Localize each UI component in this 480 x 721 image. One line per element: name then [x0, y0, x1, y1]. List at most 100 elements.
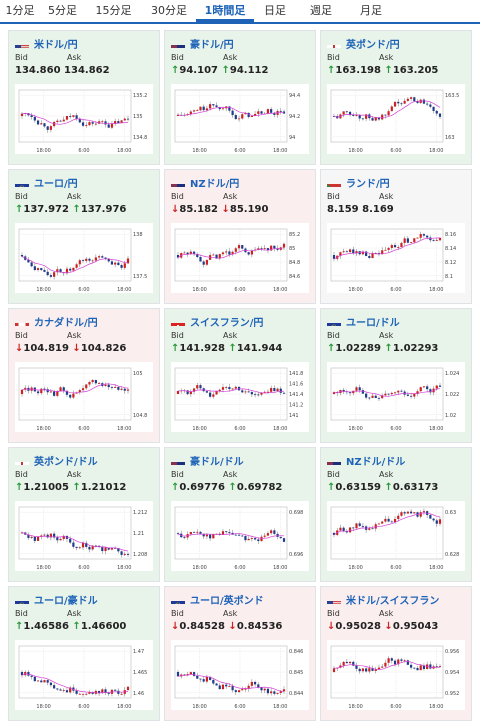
flag-icon: [327, 456, 341, 465]
candle-body: [228, 251, 231, 255]
candle-body: [393, 392, 397, 394]
rate-card[interactable]: NZドル/ドル Bid Ask ↑0.63159 ↑0.63173 18:00 6:00 1…: [320, 447, 472, 582]
tab-3[interactable]: 30分足: [151, 4, 187, 17]
candle-body: [81, 260, 85, 262]
rate-card[interactable]: ユーロ/ドル Bid Ask ↑1.02289 ↑1.02293 18:00 6:00 18…: [320, 308, 472, 443]
quote-values: 134.860 134.862: [15, 65, 110, 76]
hourly-candlestick-chart[interactable]: 18:00 6:00 18:00 105 104.8: [15, 362, 153, 432]
currency-pair-link[interactable]: NZドル/ドル: [346, 456, 406, 468]
hourly-candlestick-chart[interactable]: 18:00 6:00 18:00 138 137.5: [15, 223, 153, 293]
candle-body: [221, 531, 225, 535]
candle-body: [72, 542, 75, 547]
y-tick-label: 137.5: [133, 274, 147, 280]
candle-body: [85, 125, 88, 126]
currency-pair-link[interactable]: 英ポンド/円: [346, 39, 400, 51]
y-tick-label: 1.024: [445, 371, 459, 377]
currency-pair-link[interactable]: 米ドル/円: [34, 39, 78, 51]
candle-body: [393, 518, 397, 523]
hourly-candlestick-chart[interactable]: 18:00 6:00 18:00 0.956 0.954 0.952: [327, 640, 465, 710]
hourly-candlestick-chart[interactable]: 18:00 6:00 18:00 85.2 85 84.8 84.6: [171, 223, 309, 293]
currency-pair-link[interactable]: ユーロ/英ポンド: [190, 595, 264, 607]
currency-pair-link[interactable]: 米ドル/スイスフラン: [346, 595, 440, 607]
y-tick-label: 104.8: [133, 413, 147, 419]
y-tick-label: 1.022: [445, 392, 459, 398]
currency-pair-link[interactable]: NZドル/円: [190, 178, 240, 190]
tab-7[interactable]: 月足: [360, 4, 382, 17]
currency-pair-link[interactable]: 豪ドル/ドル: [190, 456, 244, 468]
tab-2[interactable]: 15分足: [95, 4, 132, 17]
chart-svg: 18:00 6:00 18:00 0.846 0.845 0.844: [174, 645, 303, 710]
currency-pair-link[interactable]: ユーロ/円: [34, 178, 78, 190]
rate-card[interactable]: 英ポンド/円 Bid Ask ↑163.198 ↑163.205 18:00 6:00 18…: [320, 30, 472, 165]
rate-card[interactable]: ユーロ/円 Bid Ask ↑137.972 ↑137.976 18:00 6:00 18:…: [8, 169, 160, 304]
candle-body: [358, 115, 361, 119]
rate-card[interactable]: カナダドル/円 Bid Ask ↓104.819 ↓104.826 18:00 6:00 1…: [8, 308, 160, 443]
ask-value: 0.95043: [392, 621, 439, 632]
tab-6[interactable]: 週足: [310, 4, 332, 17]
candle-body: [231, 388, 234, 390]
tab-4[interactable]: 1時間足: [196, 0, 254, 22]
x-tick-label: 18:00: [36, 287, 50, 293]
arrow-down-icon: ↓: [171, 204, 180, 215]
currency-pair-link[interactable]: カナダドル/円: [34, 317, 98, 329]
y-tick-label: 1.465: [133, 670, 147, 676]
rate-card[interactable]: ランド/円 Bid Ask 8.159 8.169 18:00 6:00 18:00 8.16…: [320, 169, 472, 304]
tab-5[interactable]: 日足: [264, 4, 286, 17]
currency-pair-link[interactable]: スイスフラン/円: [190, 317, 264, 329]
candle-body: [104, 689, 107, 693]
currency-pair-link[interactable]: ユーロ/ドル: [346, 317, 400, 329]
candle-body: [120, 388, 123, 390]
candle-body: [36, 120, 40, 125]
tab-0[interactable]: 1分足: [5, 4, 35, 17]
arrow-up-icon: ↑: [228, 343, 237, 354]
candle-body: [56, 120, 59, 122]
quote-values: ↑141.928 ↑141.944: [171, 343, 282, 354]
currency-pair-link[interactable]: 英ポンド/ドル: [34, 456, 98, 468]
hourly-candlestick-chart[interactable]: 18:00 6:00 18:00 1.024 1.022 1.02: [327, 362, 465, 432]
moving-average-line: [177, 107, 285, 117]
tab-1[interactable]: 5分足: [48, 4, 77, 17]
hourly-candlestick-chart[interactable]: 18:00 6:00 18:00 8.16 8.14 8.12 8.1: [327, 223, 465, 293]
rate-card[interactable]: スイスフラン/円 Bid Ask ↑141.928 ↑141.944 18:00 6:00…: [164, 308, 316, 443]
currency-pair-link[interactable]: ランド/円: [346, 178, 390, 190]
candle-body: [212, 679, 215, 684]
moving-average-line: [177, 388, 285, 394]
rate-card[interactable]: 豪ドル/円 Bid Ask ↑94.107 ↑94.112 18:00 6:00 18:00…: [164, 30, 316, 165]
hourly-candlestick-chart[interactable]: 18:00 6:00 18:00 0.63 0.628: [327, 501, 465, 571]
rate-card[interactable]: 英ポンド/ドル Bid Ask ↑1.21005 ↑1.21012 18:00 6:00 1…: [8, 447, 160, 582]
candle-body: [33, 266, 36, 271]
candle-body: [117, 547, 120, 552]
card-header: NZドル/ドル: [327, 454, 406, 468]
x-tick-label: 18:00: [429, 148, 443, 154]
hourly-candlestick-chart[interactable]: 18:00 6:00 18:00 0.846 0.845 0.844: [171, 640, 309, 710]
hourly-candlestick-chart[interactable]: 18:00 6:00 18:00 1.212 1.21 1.208: [15, 501, 153, 571]
rate-card[interactable]: ユーロ/豪ドル Bid Ask ↑1.46586 ↑1.46600 18:00 6:00 1…: [8, 586, 160, 721]
flag-icon: [171, 178, 185, 187]
rate-card[interactable]: NZドル/円 Bid Ask ↓85.182 ↓85.190 18:00 6:00 18:0…: [164, 169, 316, 304]
hourly-candlestick-chart[interactable]: 18:00 6:00 18:00 163.5 163: [327, 84, 465, 154]
rate-card[interactable]: ユーロ/英ポンド Bid Ask ↓0.84528 ↓0.84536 18:00 6:00…: [164, 586, 316, 721]
candle-body: [56, 269, 59, 273]
moving-average-line: [333, 512, 441, 536]
candle-body: [429, 664, 432, 669]
hourly-candlestick-chart[interactable]: 18:00 6:00 18:00 94.4 94.2 94: [171, 84, 309, 154]
hourly-candlestick-chart[interactable]: 18:00 6:00 18:00 141.8 141.6 141.4 141.2 141: [171, 362, 309, 432]
candle-body: [406, 98, 409, 101]
candle-body: [257, 684, 260, 688]
candle-body: [69, 394, 72, 398]
candle-body: [228, 387, 231, 389]
rate-card[interactable]: 米ドル/スイスフラン Bid Ask ↓0.95028 ↓0.95043 18:00 6:…: [320, 586, 472, 721]
candle-body: [365, 114, 368, 119]
ask-label: Ask: [379, 609, 394, 618]
y-tick-label: 8.14: [445, 246, 456, 252]
candle-body: [192, 110, 196, 112]
currency-pair-link[interactable]: 豪ドル/円: [190, 39, 234, 51]
hourly-candlestick-chart[interactable]: 18:00 6:00 18:00 1.47 1.465 1.46: [15, 640, 153, 710]
rate-card[interactable]: 米ドル/円 Bid Ask 134.860 134.862 18:00 6:00 18:00…: [8, 30, 160, 165]
hourly-candlestick-chart[interactable]: 18:00 6:00 18:00 135.2 135 134.8: [15, 84, 153, 154]
x-tick-label: 18:00: [273, 287, 287, 293]
rate-card[interactable]: 豪ドル/ドル Bid Ask ↑0.69776 ↑0.69782 18:00 6:00 18…: [164, 447, 316, 582]
hourly-candlestick-chart[interactable]: 18:00 6:00 18:00 0.698 0.696: [171, 501, 309, 571]
currency-pair-link[interactable]: ユーロ/豪ドル: [34, 595, 98, 607]
candle-body: [381, 666, 384, 668]
